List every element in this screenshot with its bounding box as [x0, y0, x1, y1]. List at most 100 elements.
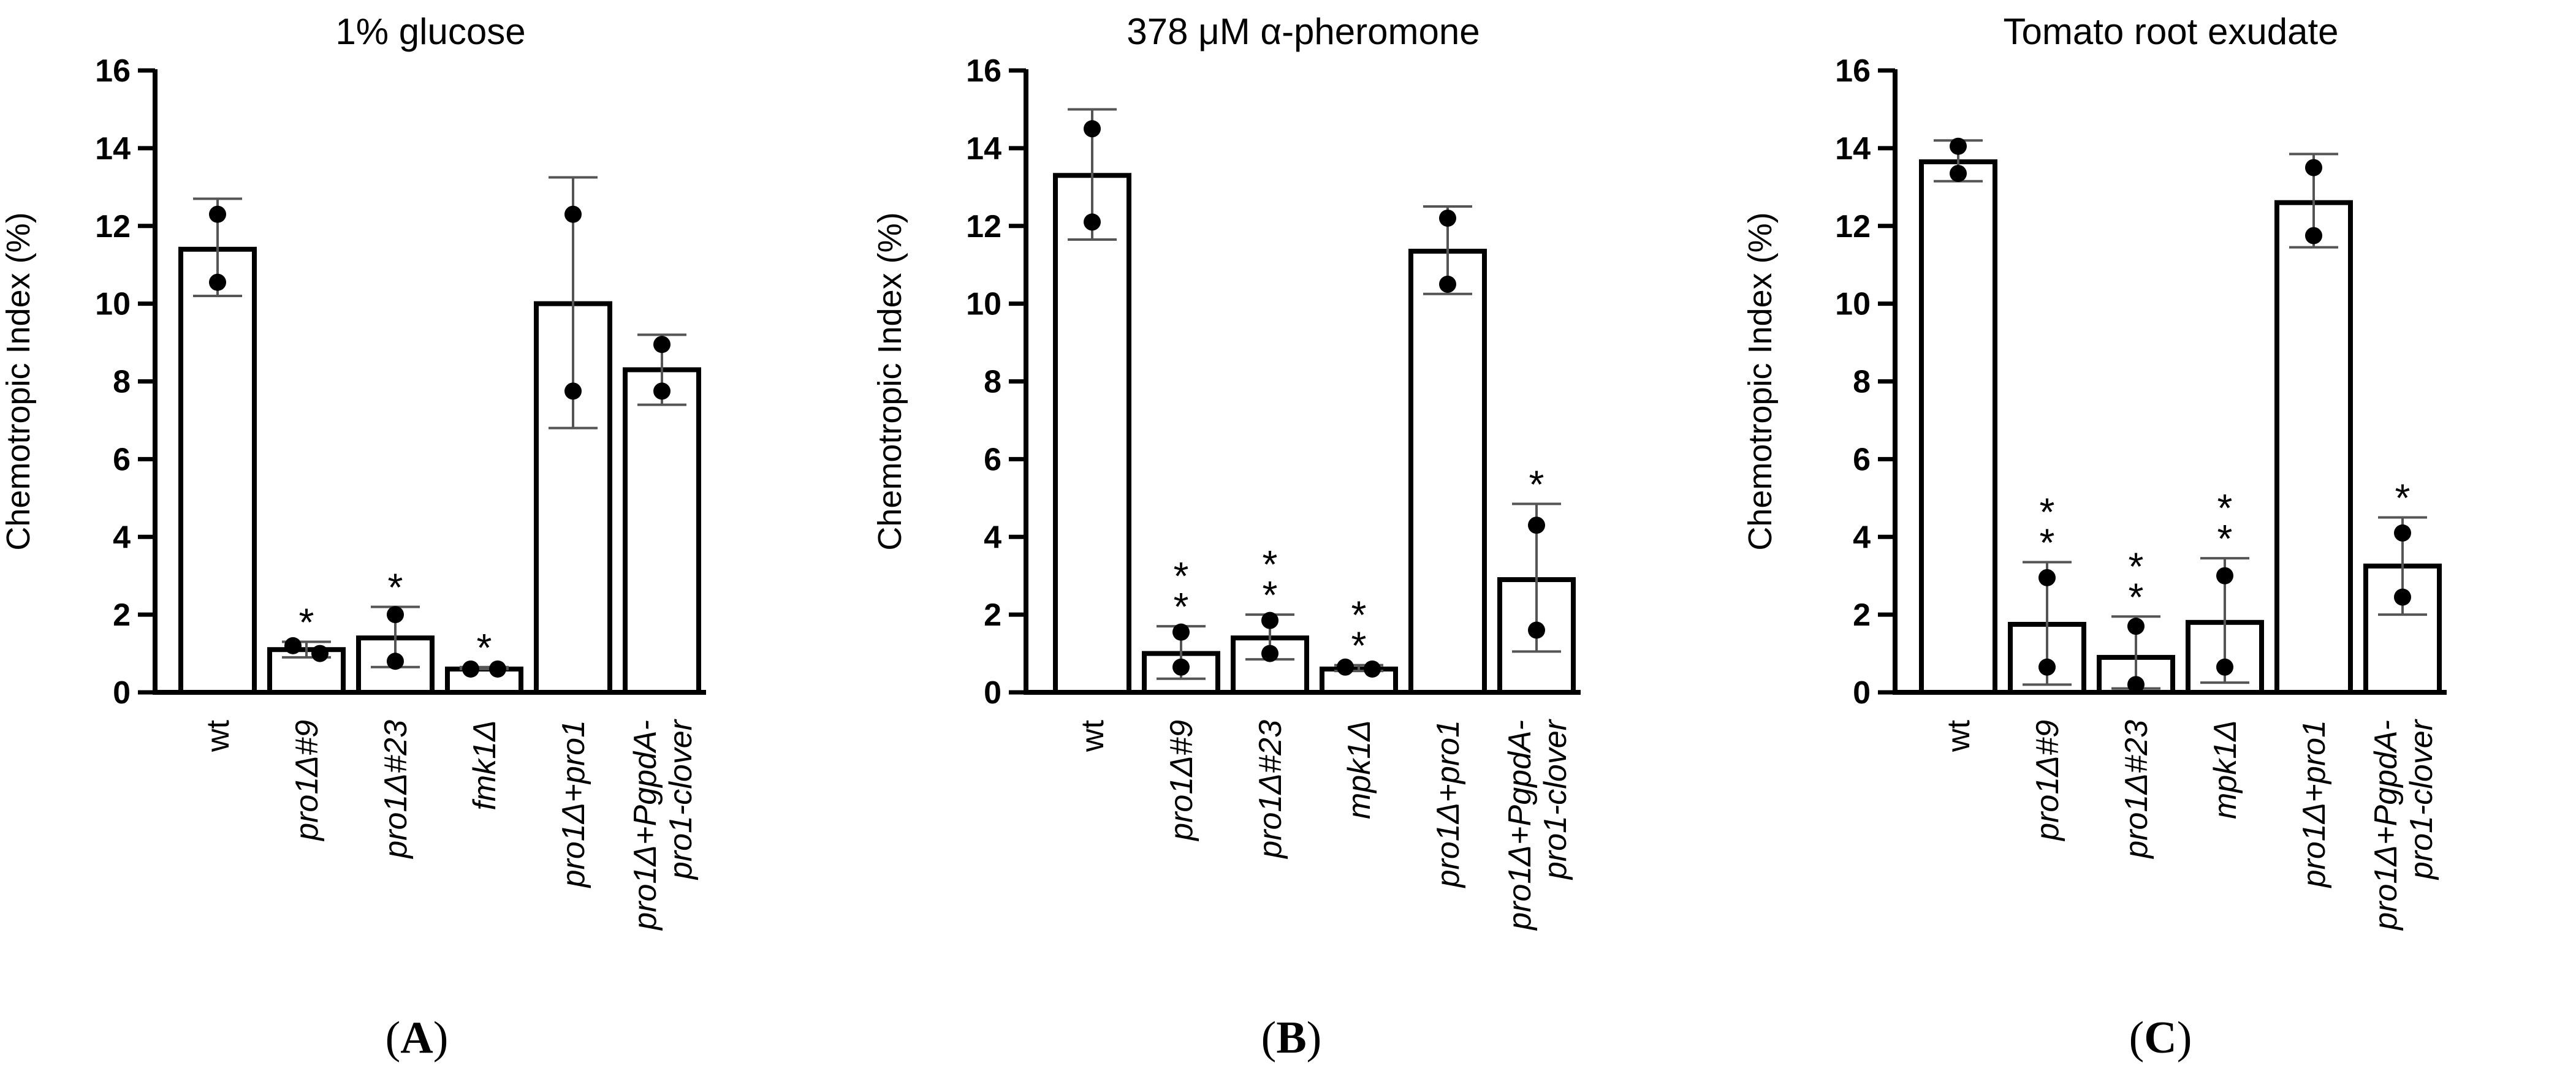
data-point [1337, 658, 1354, 676]
data-point [209, 273, 226, 291]
y-tick-label: 12 [95, 209, 131, 244]
x-tick-label: wt [1941, 719, 1977, 752]
bar [1320, 666, 1398, 695]
y-axis-label: Chemotropic Index (%) [872, 212, 908, 550]
data-point [387, 606, 404, 624]
x-tick-label: wt [1075, 719, 1111, 752]
data-point [2216, 658, 2233, 676]
y-tick-label: 4 [1853, 520, 1871, 555]
x-tick-label: fmk1Δ [467, 720, 503, 811]
data-point [2038, 569, 2056, 586]
data-point [1261, 611, 1279, 629]
bar [623, 367, 701, 695]
y-tick-label: 2 [113, 597, 131, 633]
y-tick-label: 8 [984, 365, 1001, 400]
data-point [2394, 588, 2411, 606]
y-tick-label: 16 [1835, 53, 1871, 89]
x-tick-label: pro1Δ#23 [1253, 720, 1288, 860]
significance-star: * [1351, 624, 1367, 668]
significance-star: * [299, 600, 314, 645]
data-point [387, 653, 404, 670]
y-tick-label: 8 [113, 365, 131, 400]
data-point [2394, 524, 2411, 542]
significance-star: * [2129, 544, 2144, 588]
x-tick-label: pro1Δ+PgpdA-pro1-clover [1502, 718, 1573, 931]
y-tick-label: 10 [95, 287, 131, 322]
chart-panel-a: 1% glucose 0 2 4 6 8 10 12 14 16 Chemotropic Index… [0, 11, 706, 1063]
y-tick-label: 10 [966, 287, 1001, 322]
data-point [284, 637, 302, 654]
x-tick-label: pro1Δ+pro1 [2297, 720, 2332, 888]
x-tick-label: pro1Δ+PgpdA-pro1-clover [628, 718, 699, 931]
y-tick-label: 12 [966, 209, 1001, 244]
data-point [1084, 120, 1101, 138]
data-point [1528, 621, 1545, 639]
y-tick-label: 8 [1853, 365, 1871, 400]
x-tick-label: mpk1Δ [2208, 720, 2243, 819]
panel-letter: (B) [1261, 1013, 1322, 1063]
x-tick-label: pro1Δ#9 [2030, 720, 2065, 842]
y-tick-label: 6 [984, 442, 1001, 477]
chart-title: 378 μM α-pheromone [1127, 11, 1480, 52]
chart-panel-c: Tomato root exudate 0 2 4 6 8 10 12 14 16 Chemotro… [1742, 11, 2447, 1063]
data-point [2305, 227, 2322, 244]
bar [1053, 173, 1131, 695]
data-point [2127, 676, 2145, 694]
data-point [564, 205, 582, 223]
x-tick-label: pro1Δ+pro1 [556, 720, 591, 888]
bar [1408, 248, 1487, 695]
data-point [311, 645, 329, 662]
y-axis-label: Chemotropic Index (%) [1742, 212, 1779, 550]
y-tick-label: 10 [1835, 287, 1871, 322]
significance-star: * [1351, 593, 1367, 637]
data-point [2305, 159, 2322, 176]
data-point [1528, 517, 1545, 534]
y-tick-label: 0 [984, 675, 1001, 711]
data-point [462, 660, 479, 678]
y-tick-label: 16 [966, 53, 1001, 89]
significance-star: * [1263, 542, 1278, 586]
bar [1919, 159, 1997, 695]
bar [1231, 635, 1309, 695]
data-point [2038, 658, 2056, 676]
y-tick-label: 14 [1835, 131, 1871, 167]
chart-panel-b: 378 μM α-pheromone 0 2 4 6 8 10 12 14 16 Chemotrop… [872, 11, 1581, 1063]
data-point [1364, 660, 1381, 678]
bar [2274, 200, 2353, 695]
y-tick-label: 6 [1853, 442, 1871, 477]
y-tick-label: 14 [95, 131, 131, 167]
panel-letter: (C) [2129, 1013, 2192, 1063]
significance-star: * [2217, 486, 2233, 530]
data-point [2216, 567, 2233, 585]
data-point [489, 660, 506, 678]
x-tick-label: wt [200, 719, 236, 752]
significance-star: * [2395, 476, 2411, 520]
significance-star: * [388, 565, 403, 609]
chart-title: 1% glucose [335, 11, 525, 52]
chart-title: Tomato root exudate [2003, 11, 2338, 52]
y-tick-label: 4 [984, 520, 1001, 555]
data-point [1261, 645, 1279, 662]
y-tick-label: 0 [1853, 675, 1871, 711]
data-point [1084, 213, 1101, 231]
significance-star: * [1174, 554, 1189, 598]
significance-star: * [2040, 520, 2055, 564]
data-point [1950, 165, 1967, 183]
y-tick-label: 2 [984, 597, 1001, 633]
significance-star: * [477, 626, 492, 670]
x-tick-label: pro1Δ#9 [1164, 720, 1199, 842]
significance-star: * [1529, 462, 1544, 506]
x-tick-label: pro1Δ#23 [2119, 720, 2154, 860]
y-tick-label: 0 [113, 675, 131, 711]
y-tick-label: 14 [966, 131, 1001, 167]
bar [178, 246, 257, 695]
y-tick-label: 6 [113, 442, 131, 477]
panel-letter: (A) [386, 1013, 449, 1063]
data-point [2127, 618, 2145, 635]
x-tick-label: pro1Δ#23 [378, 720, 414, 860]
data-point [653, 336, 671, 354]
x-tick-label: mpk1Δ [1342, 720, 1377, 819]
significance-star: * [2217, 517, 2233, 561]
y-tick-label: 16 [95, 53, 131, 89]
